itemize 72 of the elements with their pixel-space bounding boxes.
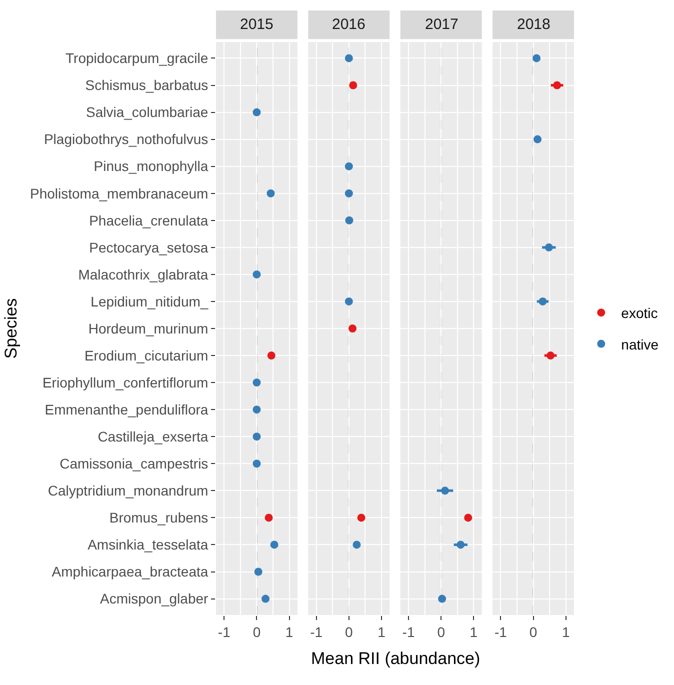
point bbox=[266, 189, 275, 198]
y-tick-label: Pholistoma_membranaceum bbox=[30, 185, 208, 202]
x-axis-title: Mean RII (abundance) bbox=[311, 649, 480, 668]
point bbox=[348, 324, 356, 332]
x-tick-label: 1 bbox=[470, 624, 478, 640]
point bbox=[262, 594, 270, 603]
point bbox=[532, 54, 541, 62]
y-tick-label: Amsinkia_tesselata bbox=[88, 536, 208, 553]
point bbox=[357, 514, 366, 522]
y-tick-label: Emmenanthe_penduliflora bbox=[44, 401, 208, 418]
point bbox=[345, 216, 354, 224]
legend-label: native bbox=[621, 336, 659, 352]
y-tick-label: Tropidocarpum_gracile bbox=[66, 50, 208, 66]
y-tick-label: Camissonia_campestris bbox=[60, 456, 208, 472]
point bbox=[456, 540, 465, 549]
chart-title: 2017 bbox=[425, 16, 458, 33]
point bbox=[264, 514, 273, 522]
point bbox=[252, 108, 261, 116]
chart-title: 2015 bbox=[240, 16, 274, 33]
x-tick-label: 0 bbox=[252, 624, 261, 640]
y-tick-label: Schismus_barbatus bbox=[85, 77, 208, 94]
x-tick-label: -1 bbox=[494, 624, 508, 640]
point bbox=[252, 406, 261, 414]
y-axis-title: Species bbox=[2, 298, 21, 359]
point bbox=[553, 81, 562, 90]
y-tick-label: Erodium_cicutarium bbox=[84, 347, 208, 364]
y-tick-label: Pectocarya_setosa bbox=[89, 239, 208, 256]
y-tick-label: Malacothrix_glabrata bbox=[78, 266, 208, 282]
y-tick-label: Salvia_columbariae bbox=[86, 104, 208, 120]
point bbox=[438, 594, 446, 603]
chart-title: 2016 bbox=[332, 16, 366, 33]
y-tick-label: Castilleja_exserta bbox=[98, 428, 208, 445]
point bbox=[252, 432, 261, 441]
x-tick-label: 0 bbox=[437, 624, 446, 640]
legend-label: exotic bbox=[621, 305, 658, 322]
point bbox=[538, 297, 547, 306]
y-tick-label: Hordeum_murinum bbox=[88, 320, 208, 336]
point bbox=[254, 568, 262, 576]
point bbox=[344, 54, 353, 62]
y-tick-label: Plagiobothrys_nothofulvus bbox=[44, 131, 208, 148]
point bbox=[441, 486, 449, 495]
x-tick-label: -1 bbox=[402, 624, 415, 640]
point bbox=[544, 243, 553, 252]
chart-title: 2018 bbox=[517, 16, 550, 33]
point bbox=[270, 540, 278, 549]
x-tick-label: -1 bbox=[310, 624, 323, 640]
point bbox=[464, 514, 472, 522]
x-tick-label: 1 bbox=[285, 624, 294, 640]
y-tick-label: Calyptridium_monandrum bbox=[48, 482, 208, 499]
y-tick-label: Phacelia_crenulata bbox=[89, 212, 208, 228]
point bbox=[349, 81, 358, 90]
y-tick-label: Lepidium_nitidum_ bbox=[90, 293, 208, 310]
point bbox=[252, 270, 261, 278]
x-tick-label: 0 bbox=[345, 624, 354, 640]
point bbox=[344, 162, 353, 170]
point bbox=[344, 189, 353, 198]
x-tick-label: 1 bbox=[378, 624, 386, 640]
point bbox=[546, 352, 555, 360]
y-tick-label: Pinus_monophylla bbox=[94, 158, 208, 174]
point bbox=[534, 135, 542, 144]
point bbox=[252, 378, 261, 387]
point bbox=[344, 297, 353, 306]
point bbox=[252, 460, 261, 468]
x-tick-label: -1 bbox=[218, 624, 231, 640]
x-tick-label: 0 bbox=[529, 624, 538, 640]
y-tick-label: Amphicarpaea_bracteata bbox=[52, 564, 208, 580]
y-tick-label: Bromus_rubens bbox=[109, 510, 208, 526]
x-tick-label: 1 bbox=[562, 624, 570, 640]
y-tick-label: Eriophyllum_confertiflorum bbox=[42, 374, 208, 390]
point bbox=[352, 540, 361, 549]
point bbox=[267, 352, 276, 360]
y-tick-label: Acmispon_glaber bbox=[100, 590, 209, 607]
